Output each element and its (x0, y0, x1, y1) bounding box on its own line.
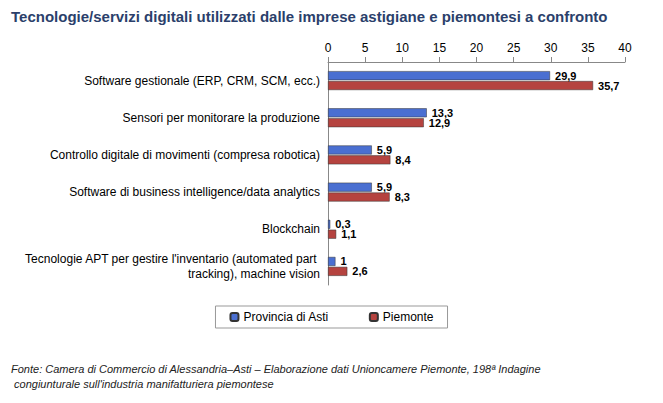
svg-text:congiunturale sull'industria m: congiunturale sull'industria manifatturi… (11, 378, 274, 390)
svg-text:20: 20 (470, 41, 484, 55)
svg-text:13,3: 13,3 (431, 106, 454, 119)
svg-text:Blockchain: Blockchain (262, 222, 320, 236)
svg-text:2,6: 2,6 (352, 265, 367, 277)
svg-text:0: 0 (325, 41, 332, 55)
svg-text:30: 30 (544, 41, 558, 55)
svg-text:Software di business intellige: Software di business intelligence/data a… (69, 185, 320, 199)
svg-text:1,1: 1,1 (341, 228, 356, 240)
svg-text:Tecnologie APT per gestire l'i: Tecnologie APT per gestire l'inventario … (25, 252, 320, 266)
svg-text:15: 15 (433, 41, 447, 55)
svg-text:0,3: 0,3 (335, 218, 351, 231)
svg-text:35,7: 35,7 (598, 80, 619, 92)
svg-text:5,9: 5,9 (377, 181, 392, 193)
svg-text:1: 1 (340, 255, 346, 267)
svg-text:tracking), machine vision: tracking), machine vision (188, 267, 320, 281)
svg-text:10: 10 (396, 41, 410, 55)
svg-text:Sensori per monitorare la prod: Sensori per monitorare la produzione (123, 111, 321, 125)
svg-text:5: 5 (362, 41, 369, 55)
svg-text:8,4: 8,4 (395, 154, 411, 166)
svg-text:8,3: 8,3 (395, 191, 410, 203)
svg-text:35: 35 (581, 41, 595, 55)
svg-text:5,9: 5,9 (377, 144, 392, 156)
svg-text:25: 25 (507, 41, 521, 55)
svg-text:Software gestionale (ERP, CRM,: Software gestionale (ERP, CRM, SCM, ecc.… (84, 74, 320, 88)
svg-text:Provincia di Asti: Provincia di Asti (243, 310, 328, 324)
svg-text:Controllo digitale di moviment: Controllo digitale di movimenti (compres… (50, 148, 320, 162)
svg-text:Fonte: Camera di Commercio di: Fonte: Camera di Commercio di Alessandri… (11, 363, 541, 375)
svg-text:Tecnologie/servizi digitali ut: Tecnologie/servizi digitali utilizzati d… (11, 8, 608, 25)
svg-text:Piemonte: Piemonte (383, 310, 434, 324)
svg-text:40: 40 (618, 41, 632, 55)
svg-text:29,9: 29,9 (555, 70, 576, 82)
svg-text:12,9: 12,9 (429, 117, 450, 129)
